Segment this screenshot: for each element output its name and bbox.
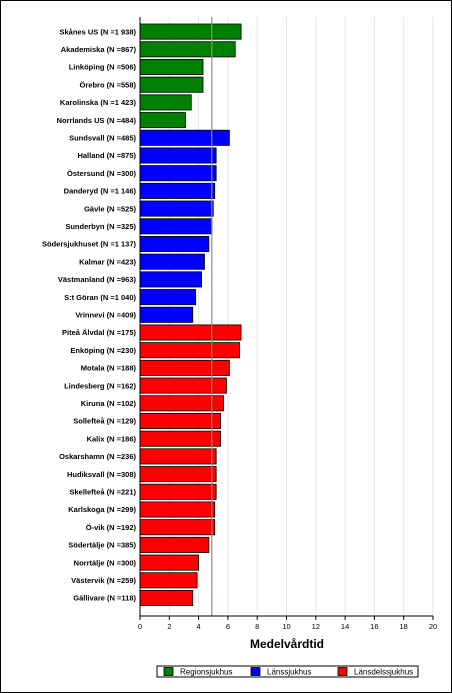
bar (139, 23, 242, 40)
legend-swatch (337, 667, 348, 676)
category-label: Danderyd (N =1 146) (64, 187, 137, 196)
category-label: Ö-vik (N =192) (86, 523, 137, 532)
category-label: Östersund (N =300) (67, 169, 136, 178)
legend-label: Regionsjukhus (180, 668, 232, 677)
bar (139, 41, 236, 58)
category-label: Skånes US (N =1 938) (60, 27, 137, 36)
category-label: Hudiksvall (N =308) (67, 470, 136, 479)
legend-swatch (250, 667, 261, 676)
category-label: Lindesberg (N =162) (64, 381, 136, 390)
category-label: S:t Göran (N =1 040) (64, 293, 136, 302)
bar (139, 554, 199, 571)
category-label: Södersjukhuset (N =1 137) (42, 240, 136, 249)
category-label: Enköping (N =230) (70, 346, 136, 355)
legend-box (156, 665, 419, 678)
bar (139, 519, 216, 536)
bar (139, 235, 210, 252)
bar (139, 572, 198, 589)
bar (139, 182, 216, 199)
legend-swatch (163, 667, 174, 676)
bar (139, 342, 241, 359)
bar (139, 94, 192, 111)
category-label: Sundsvall (N =485) (69, 134, 136, 143)
x-tick-label: 18 (400, 622, 408, 631)
category-label: Gällivare (N =118) (73, 594, 136, 603)
category-label: Vrinnevi (N =409) (75, 311, 136, 320)
bar (139, 448, 217, 465)
bar (139, 271, 202, 288)
category-label: Sunderbyn (N =325) (65, 222, 136, 231)
bar (139, 76, 204, 93)
bar (139, 395, 224, 412)
x-tick-label: 12 (312, 622, 320, 631)
bar (139, 200, 214, 217)
x-tick-label: 8 (255, 622, 259, 631)
legend-label: Länsdelssjukhus (354, 668, 413, 677)
category-label: Linköping (N =506) (69, 63, 137, 72)
legend-label: Länssjukhus (267, 668, 311, 677)
category-label: Västmanland (N =963) (58, 275, 137, 284)
x-axis: 0 2 4 6 8 10 12 14 16 18 20 (138, 17, 437, 631)
category-label: Karlskoga (N =299) (68, 505, 136, 514)
category-label: Norrtälje (N =300) (74, 558, 137, 567)
bar (139, 324, 242, 341)
x-tick-label: 2 (167, 622, 171, 631)
category-label-layer: Skånes US (N =1 938) Akademiska (N =867) L… (42, 27, 137, 602)
bar (139, 377, 227, 394)
bar-layer (139, 17, 242, 616)
category-label: Kalix (N =186) (87, 434, 137, 443)
bar (139, 483, 217, 500)
category-label: Örebro (N =558) (80, 80, 137, 89)
x-tick-label: 14 (341, 622, 349, 631)
bar (139, 218, 213, 235)
category-label: Piteå Älvdal (N =175) (62, 328, 136, 337)
category-label: Skellefteå (N =221) (70, 488, 137, 497)
category-label: Karolinska (N =1 423) (60, 98, 137, 107)
category-label: Oskarshamn (N =236) (59, 452, 136, 461)
category-label: Akademiska (N =867) (61, 45, 137, 54)
bar (139, 112, 186, 129)
bar (139, 306, 194, 323)
x-axis-title: Medelvårdtid (250, 637, 324, 651)
bar (139, 147, 217, 164)
x-tick-label: 10 (282, 622, 290, 631)
category-label: Gävle (N =525) (84, 204, 136, 213)
bar (139, 253, 205, 270)
category-label: Södertälje (N =385) (68, 541, 136, 550)
category-label: Halland (N =875) (77, 151, 136, 160)
bar (139, 359, 230, 376)
category-label: Motala (N =188) (81, 364, 137, 373)
bar (139, 536, 210, 553)
x-tick-label: 0 (138, 622, 142, 631)
bar (139, 466, 217, 483)
x-tick-label: 20 (429, 622, 437, 631)
x-tick-label: 16 (370, 622, 378, 631)
bar (139, 590, 194, 607)
legend: Regionsjukhus Länssjukhus Länsdelssjukhus (156, 665, 419, 678)
category-label: Norrlands US (N =484) (57, 116, 137, 125)
category-label: Kalmar (N =423) (79, 257, 136, 266)
x-tick-label: 4 (197, 622, 201, 631)
bar (139, 412, 221, 429)
bar (139, 165, 217, 182)
bar (139, 129, 230, 146)
bar (139, 501, 216, 518)
category-label: Västervik (N =259) (71, 576, 136, 585)
bar (139, 59, 204, 76)
category-label: Sollefteå (N =129) (73, 417, 136, 426)
bar (139, 289, 197, 306)
category-label: Kiruna (N =102) (81, 399, 137, 408)
bar (139, 430, 221, 447)
x-tick-label: 6 (226, 622, 230, 631)
